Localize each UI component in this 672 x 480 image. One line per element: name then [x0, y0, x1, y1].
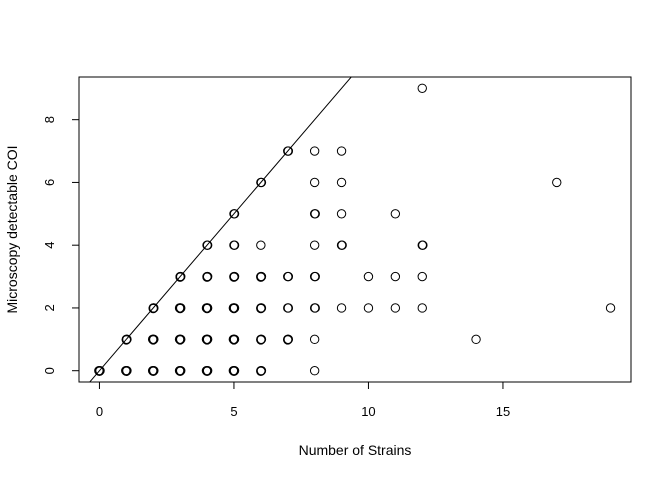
data-point — [283, 303, 294, 313]
data-point — [202, 335, 212, 345]
data-point — [148, 303, 158, 314]
data-point — [228, 334, 239, 345]
data-point — [175, 335, 185, 345]
data-point — [202, 240, 213, 250]
data-point — [256, 240, 266, 250]
y-tick-label: 6 — [42, 179, 57, 186]
data-point — [310, 209, 320, 219]
data-point — [94, 366, 105, 377]
data-point — [256, 271, 267, 282]
data-point — [310, 303, 320, 313]
data-point — [174, 303, 185, 313]
data-point — [121, 366, 132, 377]
data-point — [174, 366, 185, 376]
data-point — [283, 335, 293, 345]
data-point — [309, 146, 320, 156]
data-point — [201, 366, 212, 376]
data-point — [201, 334, 212, 345]
y-axis-title: Microscopy detectable COI — [4, 145, 20, 313]
data-point — [256, 334, 267, 345]
data-point — [202, 272, 212, 282]
data-point — [418, 240, 428, 250]
data-point — [309, 177, 320, 188]
data-point — [363, 303, 374, 313]
reference-line — [89, 77, 352, 382]
data-point — [256, 366, 266, 377]
data-point — [175, 303, 185, 314]
data-point — [147, 334, 158, 345]
x-tick-label: 0 — [96, 404, 103, 419]
plot-frame — [78, 76, 632, 383]
x-tick-label: 5 — [230, 404, 237, 419]
data-point — [471, 334, 481, 345]
data-point — [283, 146, 294, 156]
data-point — [256, 177, 267, 188]
x-tick-label: 10 — [361, 404, 375, 419]
data-point — [202, 303, 212, 314]
data-point — [336, 209, 347, 219]
data-point — [228, 303, 239, 313]
data-point — [310, 271, 320, 282]
data-point — [94, 366, 104, 376]
x-tick-label: 15 — [496, 404, 510, 419]
data-point — [256, 335, 266, 345]
data-point — [175, 366, 185, 377]
data-point — [309, 334, 320, 345]
data-point — [417, 83, 427, 93]
data-point — [336, 303, 347, 313]
data-point — [229, 209, 240, 219]
data-point — [202, 271, 213, 282]
data-point — [309, 366, 320, 376]
data-point — [337, 240, 347, 250]
x-axis-title: Number of Strains — [299, 442, 412, 458]
data-point — [147, 366, 158, 376]
y-tick-label: 4 — [42, 242, 57, 249]
y-tick-label: 8 — [42, 116, 57, 123]
data-point — [309, 240, 320, 250]
data-point — [229, 240, 240, 250]
data-point — [229, 271, 240, 282]
data-point — [148, 366, 158, 377]
data-point — [283, 271, 294, 282]
data-point — [390, 209, 401, 219]
data-point — [229, 366, 239, 377]
data-point — [201, 303, 212, 313]
data-point — [176, 271, 186, 282]
x-axis: 0 5 10 15 — [96, 381, 510, 419]
data-point — [390, 303, 401, 313]
y-tick-label: 2 — [42, 304, 57, 311]
data-point — [256, 272, 266, 282]
data-point — [283, 334, 294, 345]
data-point — [148, 335, 158, 345]
data-point — [228, 366, 239, 376]
data-point — [552, 177, 562, 188]
data-point — [417, 271, 427, 282]
data-point — [229, 303, 239, 314]
data-point — [417, 303, 427, 313]
data-point — [122, 334, 132, 345]
data-point — [256, 303, 267, 313]
data-point — [174, 334, 185, 345]
data-point — [256, 303, 266, 314]
data-point — [121, 335, 132, 345]
data-point — [336, 146, 347, 156]
data-point — [390, 271, 401, 282]
y-axis: 0 2 4 6 8 — [42, 116, 80, 374]
data-point — [363, 271, 374, 282]
data-point — [121, 366, 131, 376]
data-point — [229, 335, 239, 345]
y-tick-label: 0 — [42, 367, 57, 374]
data-point — [336, 177, 347, 188]
data-point — [149, 303, 159, 313]
data-point — [256, 366, 267, 376]
data-point — [229, 272, 239, 282]
data-point — [175, 272, 185, 282]
data-point — [605, 303, 616, 313]
data-point — [202, 366, 212, 377]
